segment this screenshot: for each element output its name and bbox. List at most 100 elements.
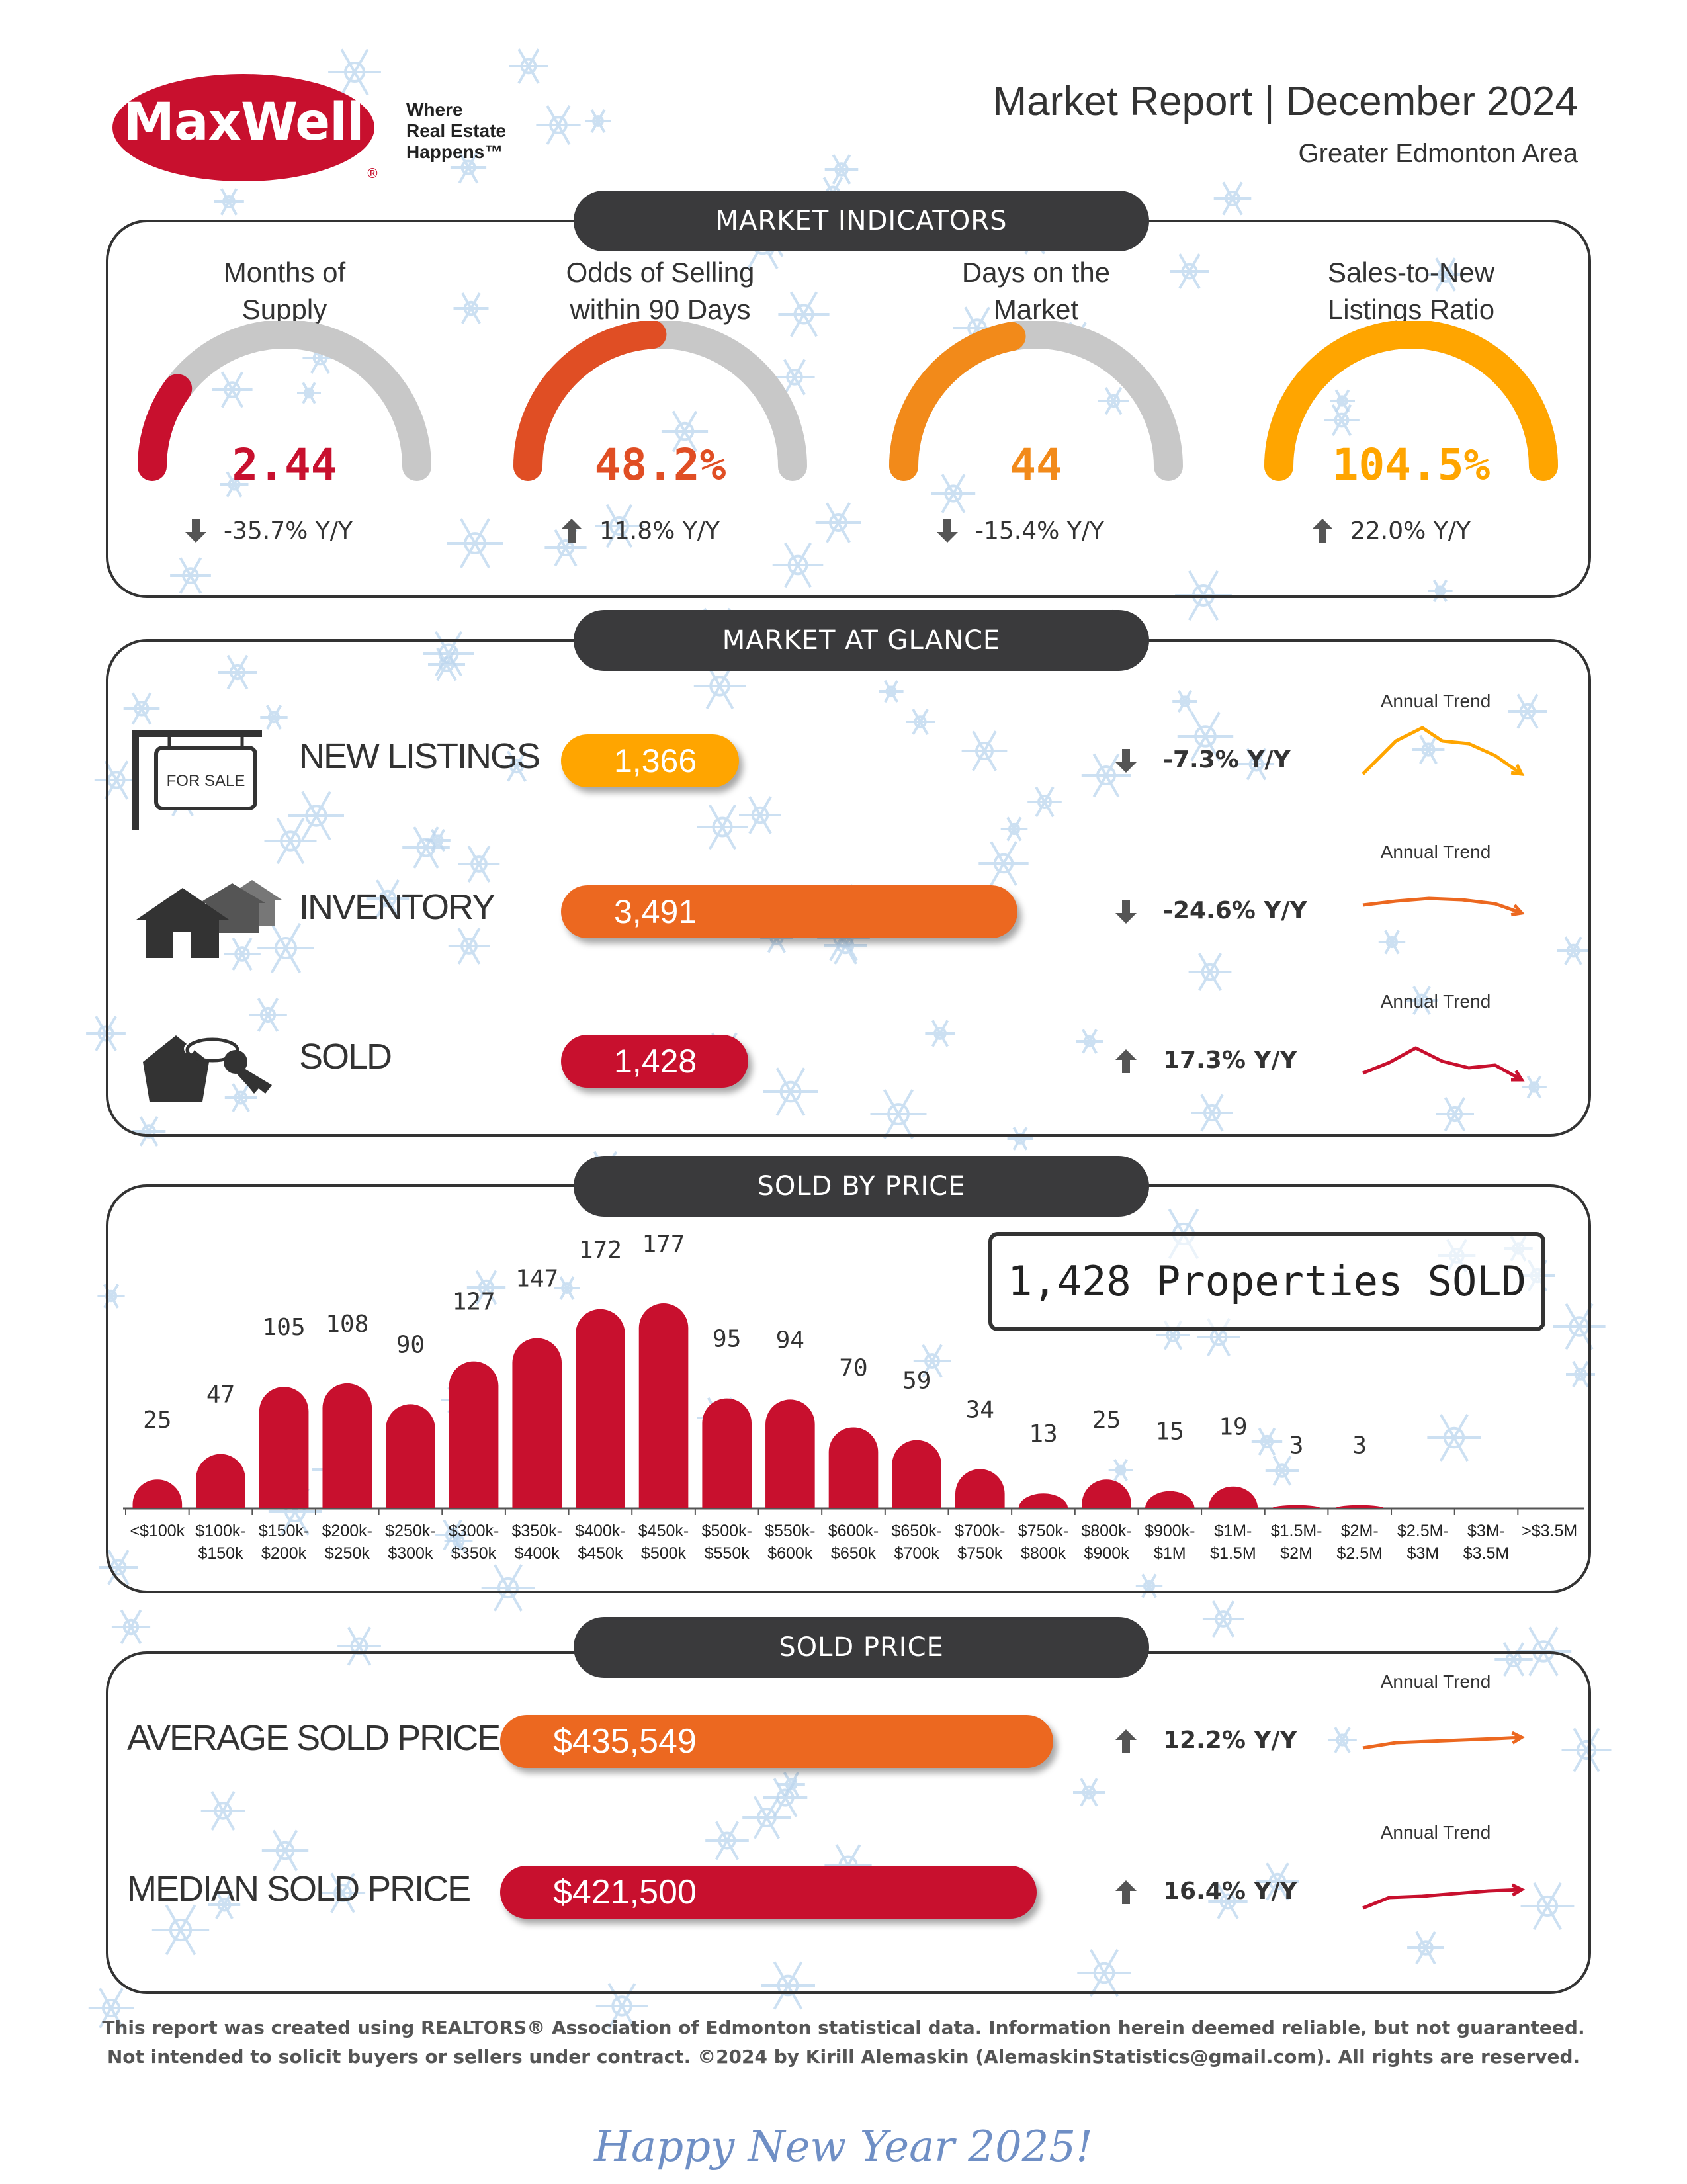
snowflake-icon [224, 1083, 257, 1112]
price-bar [196, 1454, 245, 1508]
x-tick-label: $2M [1280, 1544, 1313, 1563]
gauge-title-line: Market [993, 294, 1079, 325]
snowflake-icon [693, 663, 746, 709]
x-tick-label: $800k- [1081, 1522, 1131, 1540]
price-value-bar: $435,549 [500, 1715, 1053, 1768]
bar-data-label: 19 [1219, 1414, 1247, 1441]
glance-change: -7.3% Y/Y [1163, 746, 1291, 773]
x-tick-label: <$100k [130, 1522, 185, 1540]
bar-data-label: 177 [642, 1231, 685, 1258]
x-tick-label: $2.5M [1336, 1544, 1382, 1563]
snowflake-icon [320, 1872, 366, 1913]
keys-icon [143, 1035, 272, 1102]
x-tick-label: $1M [1154, 1544, 1186, 1563]
x-tick-label: $1.5M [1210, 1544, 1256, 1563]
snowflake-icon [1238, 748, 1275, 781]
price-bar [322, 1383, 372, 1508]
x-tick-label: $700k- [955, 1522, 1005, 1540]
annual-trend-sparkline [1362, 1046, 1525, 1082]
arrow-up-icon [1312, 519, 1333, 543]
x-tick-label: $450k- [638, 1522, 689, 1540]
x-tick-label: $600k [767, 1544, 813, 1563]
gauge-title: Months of Supply [112, 254, 456, 328]
bar-data-label: 59 [902, 1368, 931, 1395]
snowflake-icon [595, 1983, 648, 2029]
gauge-change: -15.4% Y/Y [975, 517, 1104, 545]
snowflake-icon [1202, 1600, 1244, 1638]
gauge-arc [513, 321, 807, 481]
bar-data-label: 90 [396, 1331, 425, 1358]
snowflake-icon [742, 1796, 791, 1839]
gauge-fill [1264, 321, 1558, 481]
x-tick-label: $250k- [385, 1522, 435, 1540]
snowflake-icon [879, 679, 904, 703]
gauge-title-line: Days on the [961, 257, 1111, 288]
snowflake-icon [88, 1987, 134, 2029]
snowflake-icon [1172, 689, 1197, 713]
price-bar [449, 1361, 499, 1508]
snowflake-icon [1520, 1882, 1575, 1930]
x-tick-label: $900k [1084, 1544, 1130, 1563]
x-tick-label: >$3.5M [1522, 1522, 1577, 1540]
gauge-fill [138, 374, 193, 481]
price-change: 16.4% Y/Y [1163, 1878, 1297, 1905]
sold-by-price-heading: SOLD BY PRICE [574, 1156, 1149, 1217]
price-bar [1272, 1505, 1321, 1508]
x-tick-label: $450k [578, 1544, 623, 1563]
snowflake-icon [220, 471, 249, 498]
snowflake-icon [366, 879, 410, 918]
price-bar [828, 1427, 879, 1508]
logo-text: MaxWell [123, 93, 364, 152]
snowflake-icon [218, 654, 257, 690]
snowflake-icon [261, 1829, 309, 1872]
snowflake-icon [425, 828, 451, 852]
x-tick-label: $100k- [195, 1522, 245, 1540]
bar-data-label: 127 [453, 1289, 496, 1316]
snowflake-icon [815, 502, 861, 543]
for-sale-sign-icon: FOR SALE [132, 730, 262, 830]
snowflake-icon [1073, 1778, 1105, 1807]
x-tick-label: $3M- [1467, 1522, 1505, 1540]
snowflake-icon [1522, 1075, 1547, 1099]
x-tick-label: $200k- [322, 1522, 372, 1540]
footer-disclaimer-line2: Not intended to solicit buyers or seller… [107, 2046, 1580, 2068]
annual-trend-label: Annual Trend [1380, 842, 1491, 862]
price-bar [576, 1309, 625, 1508]
annual-trend-label: Annual Trend [1380, 691, 1491, 711]
price-bar [1208, 1486, 1258, 1508]
annual-trend-label: Annual Trend [1380, 991, 1491, 1012]
snowflake-icon [297, 382, 321, 404]
snowflake-icon [260, 705, 288, 730]
tagline-line: Real Estate [406, 120, 506, 141]
snowflake-icon [288, 791, 344, 841]
snowflake-icon [1378, 930, 1406, 955]
snowflake-icon [585, 109, 611, 133]
price-row-label: AVERAGE SOLD PRICE [127, 1718, 501, 1758]
x-tick-label: $600k- [828, 1522, 879, 1540]
report-subtitle: Greater Edmonton Area [1298, 139, 1578, 168]
tagline-line: Happens™ [406, 142, 503, 162]
gauge-value: 44 [1010, 439, 1062, 490]
snowflake-icon [1557, 936, 1589, 965]
snowflake-icon [1407, 1931, 1444, 1965]
annual-trend-sparkline [1362, 896, 1525, 917]
snowflake-icon [1494, 1642, 1533, 1677]
x-tick-label: $400k- [575, 1522, 625, 1540]
snowflake-icon [778, 291, 830, 337]
price-bar [132, 1479, 183, 1508]
snowflake-icon [1098, 386, 1129, 415]
snowflake-icon [435, 1519, 470, 1551]
bar-data-label: 47 [206, 1381, 235, 1409]
snowflake-icon [1208, 1884, 1248, 1919]
snowflake-icon [1324, 404, 1360, 437]
gauge-title-line: Odds of Selling [566, 257, 755, 288]
snowflake-icon [961, 730, 1008, 771]
sold-by-price-chart: 25 <$100k 47 $100k- $150k 105 $150k- $200k 108 $2… [123, 1231, 1584, 1563]
price-bar [1082, 1479, 1131, 1508]
x-tick-label: $800k [1021, 1544, 1066, 1563]
snowflake-icon [1077, 1948, 1131, 1997]
snowflake-icon [1191, 1094, 1233, 1132]
bar-data-label: 70 [839, 1354, 867, 1381]
snowflake-icon [1428, 579, 1453, 603]
arrow-up-icon [1115, 1729, 1137, 1753]
